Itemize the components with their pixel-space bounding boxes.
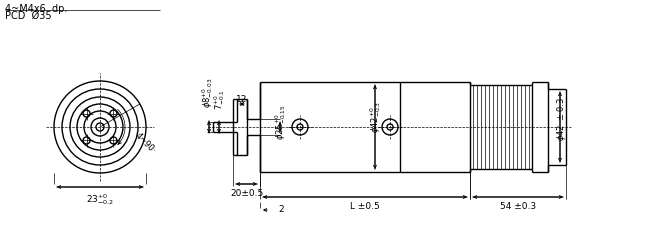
Text: 4~M4x6  dp.: 4~M4x6 dp. <box>5 4 68 14</box>
Text: 2: 2 <box>278 205 283 214</box>
Text: 20±0.5: 20±0.5 <box>230 189 263 198</box>
Text: 12: 12 <box>237 95 248 104</box>
Text: $7^{+0}_{-0.1}$: $7^{+0}_{-0.1}$ <box>213 89 228 110</box>
Text: L ±0.5: L ±0.5 <box>350 202 380 211</box>
Text: $\phi25^{+0}_{-0.15}$: $\phi25^{+0}_{-0.15}$ <box>274 104 289 140</box>
Text: PCD  Ø35: PCD Ø35 <box>5 11 51 21</box>
Text: $\phi42^{+0}_{-0.3}$: $\phi42^{+0}_{-0.3}$ <box>369 101 383 133</box>
Text: $23^{+0}_{-0.2}$: $23^{+0}_{-0.2}$ <box>86 192 114 207</box>
Text: $\phi8^{+0}_{-0.03}$: $\phi8^{+0}_{-0.03}$ <box>201 77 215 108</box>
Text: $\phi42\ \pm0.3$: $\phi42\ \pm0.3$ <box>554 97 567 141</box>
Text: 4~90·: 4~90· <box>133 131 157 155</box>
Text: 54 ±0.3: 54 ±0.3 <box>500 202 536 211</box>
